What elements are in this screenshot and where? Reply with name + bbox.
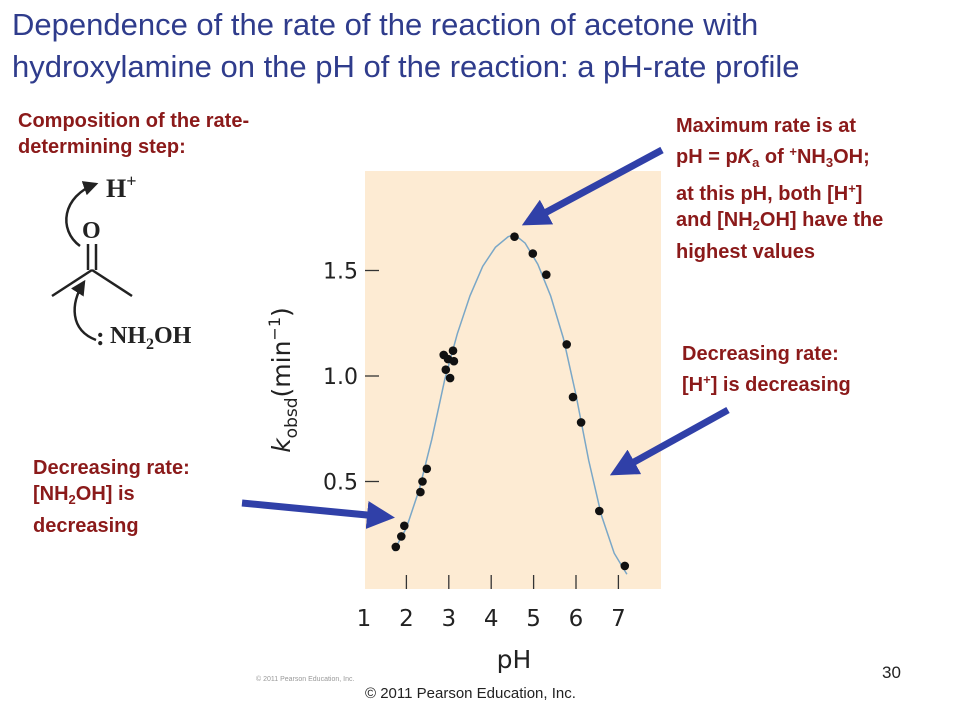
data-point (562, 340, 571, 349)
maximum-rate-note: Maximum rate is at pH = pKa of +NH3OH; a… (676, 115, 884, 263)
data-point (397, 532, 406, 541)
x-axis-ticks: 1 2 3 4 5 6 7 (357, 575, 626, 632)
data-point (418, 477, 427, 486)
composition-note: Composition of the rate-determining step… (18, 110, 250, 158)
data-point (448, 346, 458, 356)
data-point (391, 542, 401, 552)
curved-arrow-to-h-icon (65, 181, 99, 248)
data-point (568, 392, 578, 402)
x-tick-label: 7 (611, 606, 626, 632)
annotation-arrows (241, 146, 730, 529)
methyl-bond-left (51, 268, 93, 298)
data-point (416, 487, 425, 497)
x-tick-label: 3 (441, 606, 456, 632)
data-point (620, 561, 630, 571)
small-copyright: © 2011 Pearson Education, Inc. (256, 676, 355, 683)
arrow-to-maximum-icon (521, 146, 664, 226)
slide-number: 30 (882, 663, 901, 682)
data-point (441, 365, 451, 375)
data-point (422, 464, 432, 474)
curved-arrow-to-carbon-icon (70, 279, 97, 342)
x-tick-label: 6 (569, 606, 584, 632)
x-tick-label: 4 (484, 606, 499, 632)
data-point (445, 373, 455, 383)
arrow-to-rising-side-icon (241, 499, 395, 529)
y-tick-label: 1.0 (323, 365, 358, 390)
oxygen-label: O (82, 218, 101, 244)
methyl-bond-right (91, 268, 133, 298)
chemical-structure: H+ O : NH2OH (51, 171, 192, 353)
arrow-to-falling-side-icon (609, 406, 730, 476)
x-tick-label: 2 (399, 606, 414, 632)
data-points (391, 232, 630, 571)
data-point (449, 356, 459, 366)
y-tick-label: 1.5 (323, 260, 358, 285)
nh2oh-label: NH2OH (110, 323, 192, 353)
y-axis-ticks: 0.5 1.0 1.5 (323, 260, 379, 496)
x-axis-label: pH (497, 645, 532, 674)
lone-pair-label: : (96, 322, 105, 351)
x-tick-label: 5 (526, 606, 541, 632)
y-tick-label: 0.5 (323, 471, 358, 496)
slide-title: Dependence of the rate of the reaction o… (12, 7, 800, 84)
data-point (510, 232, 519, 241)
data-point (528, 249, 538, 258)
data-point (595, 506, 604, 516)
x-tick-label: 1 (357, 606, 372, 632)
data-point (542, 270, 551, 280)
copyright: © 2011 Pearson Education, Inc. (365, 685, 576, 702)
ph-rate-chart: 0.5 1.0 1.5 1 2 3 4 5 6 7 pH kobsd(min−1) (265, 171, 661, 674)
data-point (576, 418, 586, 427)
y-axis-label: kobsd(min−1) (265, 307, 302, 453)
decreasing-h-note: Decreasing rate: [H+] is decreasing (682, 343, 851, 396)
data-point (400, 521, 409, 531)
decreasing-nh2oh-note: Decreasing rate: [NH2OH] is decreasing (33, 457, 190, 537)
h-plus-label: H+ (106, 171, 137, 203)
